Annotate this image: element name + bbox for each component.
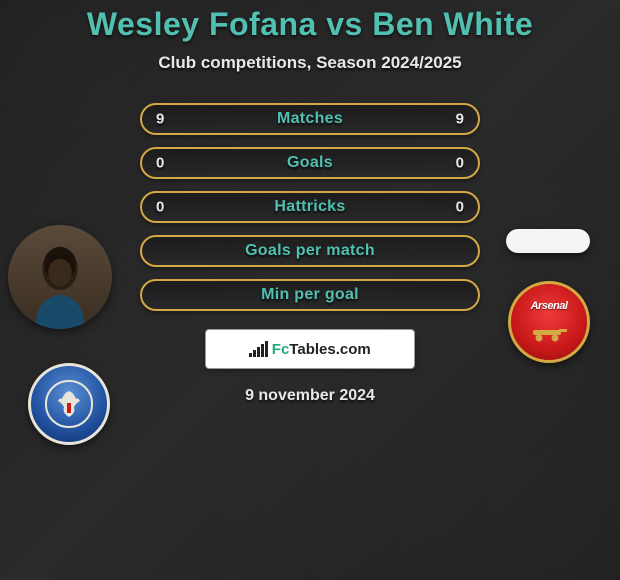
- stat-right-value: 0: [456, 155, 464, 172]
- crest-inner: [45, 380, 92, 427]
- stat-right-value: 0: [456, 199, 464, 216]
- stat-right-value: 9: [456, 111, 464, 128]
- comparison-card: Wesley Fofana vs Ben White Club competit…: [0, 0, 620, 580]
- stat-label: Goals: [287, 154, 333, 172]
- stat-label: Min per goal: [261, 286, 359, 304]
- stat-label: Hattricks: [274, 198, 345, 216]
- player-right-avatar: [506, 229, 590, 253]
- stat-row-hattricks: 0 Hattricks 0: [140, 191, 480, 223]
- footer-brand-text: FcTables.com: [272, 341, 371, 358]
- subtitle: Club competitions, Season 2024/2025: [0, 53, 620, 73]
- crest-right-label: Arsenal: [531, 300, 568, 312]
- stat-left-value: 0: [156, 199, 164, 216]
- lion-icon: [52, 387, 86, 421]
- stat-row-goals: 0 Goals 0: [140, 147, 480, 179]
- stats-area: Arsenal 9 Matches 9 0 Goals 0 0 Hat: [0, 103, 620, 405]
- stat-left-value: 0: [156, 155, 164, 172]
- stat-left-value: 9: [156, 111, 164, 128]
- footer-brand-widget[interactable]: FcTables.com: [205, 329, 415, 369]
- stat-rows: 9 Matches 9 0 Goals 0 0 Hattricks 0 Goal…: [140, 103, 480, 311]
- stat-row-matches: 9 Matches 9: [140, 103, 480, 135]
- club-crest-right: Arsenal: [508, 281, 590, 363]
- club-crest-left: [28, 363, 110, 445]
- page-title: Wesley Fofana vs Ben White: [0, 6, 620, 43]
- stat-row-goals-per-match: Goals per match: [140, 235, 480, 267]
- cannon-icon: [529, 326, 569, 342]
- stat-row-min-per-goal: Min per goal: [140, 279, 480, 311]
- player-left-avatar: [8, 225, 112, 329]
- stat-label: Matches: [277, 110, 343, 128]
- bars-icon: [249, 341, 268, 357]
- avatar-silhouette-icon: [24, 241, 97, 329]
- stat-label: Goals per match: [245, 242, 375, 260]
